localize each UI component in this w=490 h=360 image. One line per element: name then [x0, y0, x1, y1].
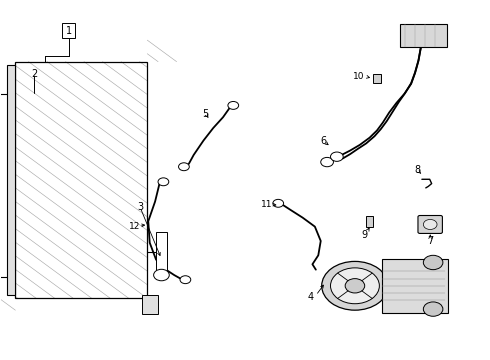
Text: 12: 12: [129, 222, 141, 231]
Text: 9: 9: [362, 230, 368, 239]
Circle shape: [423, 302, 443, 316]
Bar: [156, 232, 167, 271]
Circle shape: [154, 269, 169, 281]
Circle shape: [178, 163, 189, 171]
Text: 1: 1: [66, 26, 72, 36]
Text: 3: 3: [137, 202, 143, 212]
FancyBboxPatch shape: [418, 216, 442, 233]
Text: 6: 6: [320, 136, 326, 145]
Text: 4: 4: [308, 292, 314, 302]
Text: 10: 10: [353, 72, 365, 81]
Bar: [143, 295, 158, 315]
Circle shape: [345, 279, 365, 293]
Bar: [62, 23, 75, 39]
Circle shape: [423, 220, 437, 229]
Text: 8: 8: [414, 165, 420, 175]
Bar: [400, 24, 447, 47]
Text: 7: 7: [427, 236, 433, 246]
Circle shape: [158, 178, 169, 186]
Bar: [373, 74, 381, 83]
Circle shape: [321, 157, 333, 167]
Text: 5: 5: [202, 109, 208, 119]
Circle shape: [180, 276, 191, 284]
Text: 11: 11: [261, 200, 273, 209]
Circle shape: [322, 261, 388, 310]
Bar: [15, 62, 147, 298]
Circle shape: [423, 255, 443, 270]
Bar: [366, 216, 373, 227]
Bar: [382, 259, 448, 313]
Bar: [6, 65, 15, 295]
Circle shape: [331, 268, 379, 304]
Circle shape: [273, 199, 284, 207]
Circle shape: [331, 152, 343, 161]
Text: 2: 2: [31, 69, 37, 79]
Circle shape: [228, 102, 239, 109]
